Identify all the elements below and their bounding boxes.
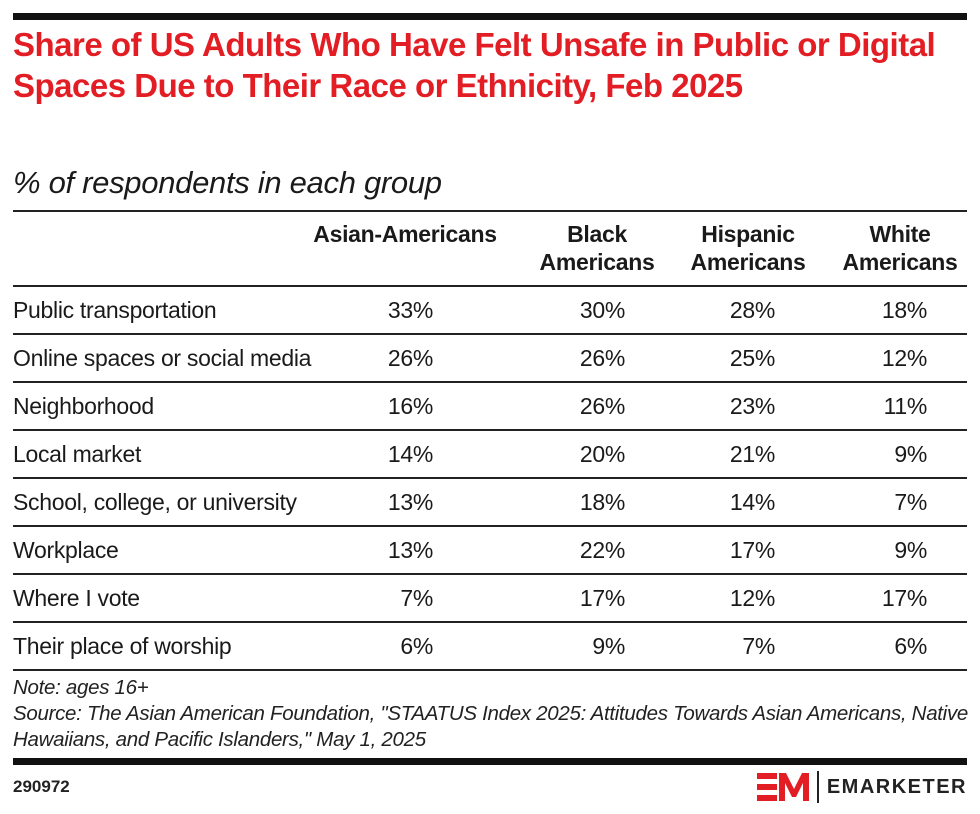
column-header: White Americans	[825, 220, 975, 276]
row-label: Local market	[13, 441, 142, 467]
table-cell-value: 6%	[400, 633, 433, 659]
column-header-line: Americans	[539, 249, 655, 275]
column-header: Hispanic Americans	[673, 220, 823, 276]
row-label: Workplace	[13, 537, 119, 563]
table-cell-value: 14%	[729, 489, 775, 515]
note-text: Note: ages 16+	[13, 676, 149, 699]
logo-separator	[816, 771, 819, 803]
bottom-rule	[13, 758, 967, 765]
table-cell-value: 26%	[579, 393, 625, 419]
emarketer-logo: EMARKETER	[756, 770, 967, 804]
table-cell-value: 12%	[881, 345, 927, 371]
table-cell-value: 17%	[729, 537, 775, 563]
table-cell-value: 16%	[387, 393, 433, 419]
table-cell-value: 25%	[729, 345, 775, 371]
table-cell-value: 21%	[729, 441, 775, 467]
row-label: Neighborhood	[13, 393, 154, 419]
column-header-line: White	[869, 221, 931, 247]
table-cell-value: 26%	[579, 345, 625, 371]
data-table: Asian-Americans Black Americans Hispanic Ame…	[13, 212, 967, 671]
table-cell-value: 26%	[387, 345, 433, 371]
table-cell-value: 13%	[387, 489, 433, 515]
column-header-line: Americans	[690, 249, 806, 275]
table-row: Local market 14% 20% 21% 9%	[13, 431, 967, 479]
table-row: Public transportation 33% 30% 28% 18%	[13, 287, 967, 335]
table-row: Neighborhood 16% 26% 23% 11%	[13, 383, 967, 431]
header-bottom-rule	[13, 285, 967, 287]
table-cell-value: 18%	[881, 297, 927, 323]
table-cell-value: 9%	[592, 633, 625, 659]
header-rule	[13, 210, 967, 212]
table-cell-value: 23%	[729, 393, 775, 419]
table-row: Online spaces or social media 26% 26% 25% 12…	[13, 335, 967, 383]
column-header-line: Black	[567, 221, 627, 247]
table-cell-value: 13%	[387, 537, 433, 563]
table-cell-value: 11%	[883, 393, 928, 419]
footnote: Note: ages 16+ Source: The Asian America…	[13, 675, 973, 753]
chart-id: 290972	[13, 777, 70, 796]
row-label: Public transportation	[13, 297, 217, 323]
table-row: Workplace 13% 22% 17% 9%	[13, 527, 967, 575]
table-cell-value: 14%	[387, 441, 433, 467]
column-header-line: Americans	[842, 249, 958, 275]
table-cell-value: 17%	[579, 585, 625, 611]
table-cell-value: 28%	[729, 297, 775, 323]
table-cell-value: 9%	[894, 537, 927, 563]
table-row: Their place of worship 6% 9% 7% 6%	[13, 623, 967, 671]
table-cell-value: 7%	[400, 585, 433, 611]
table-row: School, college, or university 13% 18% 14% 7…	[13, 479, 967, 527]
brand-name: EMARKETER	[826, 775, 967, 798]
row-label: Online spaces or social media	[13, 345, 312, 371]
chart-subtitle: % of respondents in each group	[13, 165, 442, 200]
table-cell-value: 33%	[387, 297, 433, 323]
table-cell-value: 20%	[579, 441, 625, 467]
column-header-line: Asian-Americans	[313, 221, 497, 247]
column-header: Asian-Americans	[290, 220, 520, 248]
column-header-line: Hispanic	[701, 221, 795, 247]
table-cell-value: 12%	[729, 585, 775, 611]
table-cell-value: 6%	[894, 633, 927, 659]
row-label: Their place of worship	[13, 633, 232, 659]
em-logo-icon	[756, 773, 809, 801]
source-text: Source: The Asian American Foundation, "…	[13, 702, 968, 751]
table-cell-value: 7%	[742, 633, 775, 659]
top-rule	[13, 13, 967, 20]
table-cell-value: 9%	[894, 441, 927, 467]
table-cell-value: 17%	[881, 585, 927, 611]
table-cell-value: 7%	[894, 489, 927, 515]
table-cell-value: 18%	[579, 489, 625, 515]
table-cell-value: 22%	[579, 537, 625, 563]
chart-title: Share of US Adults Who Have Felt Unsafe …	[13, 26, 936, 104]
column-header: Black Americans	[522, 220, 672, 276]
table-cell-value: 30%	[579, 297, 625, 323]
row-label: School, college, or university	[13, 489, 297, 515]
table-body: Public transportation 33% 30% 28% 18% Online …	[13, 287, 967, 671]
table-row: Where I vote 7% 17% 12% 17%	[13, 575, 967, 623]
row-label: Where I vote	[13, 585, 140, 611]
table-header: Asian-Americans Black Americans Hispanic Ame…	[13, 212, 967, 285]
